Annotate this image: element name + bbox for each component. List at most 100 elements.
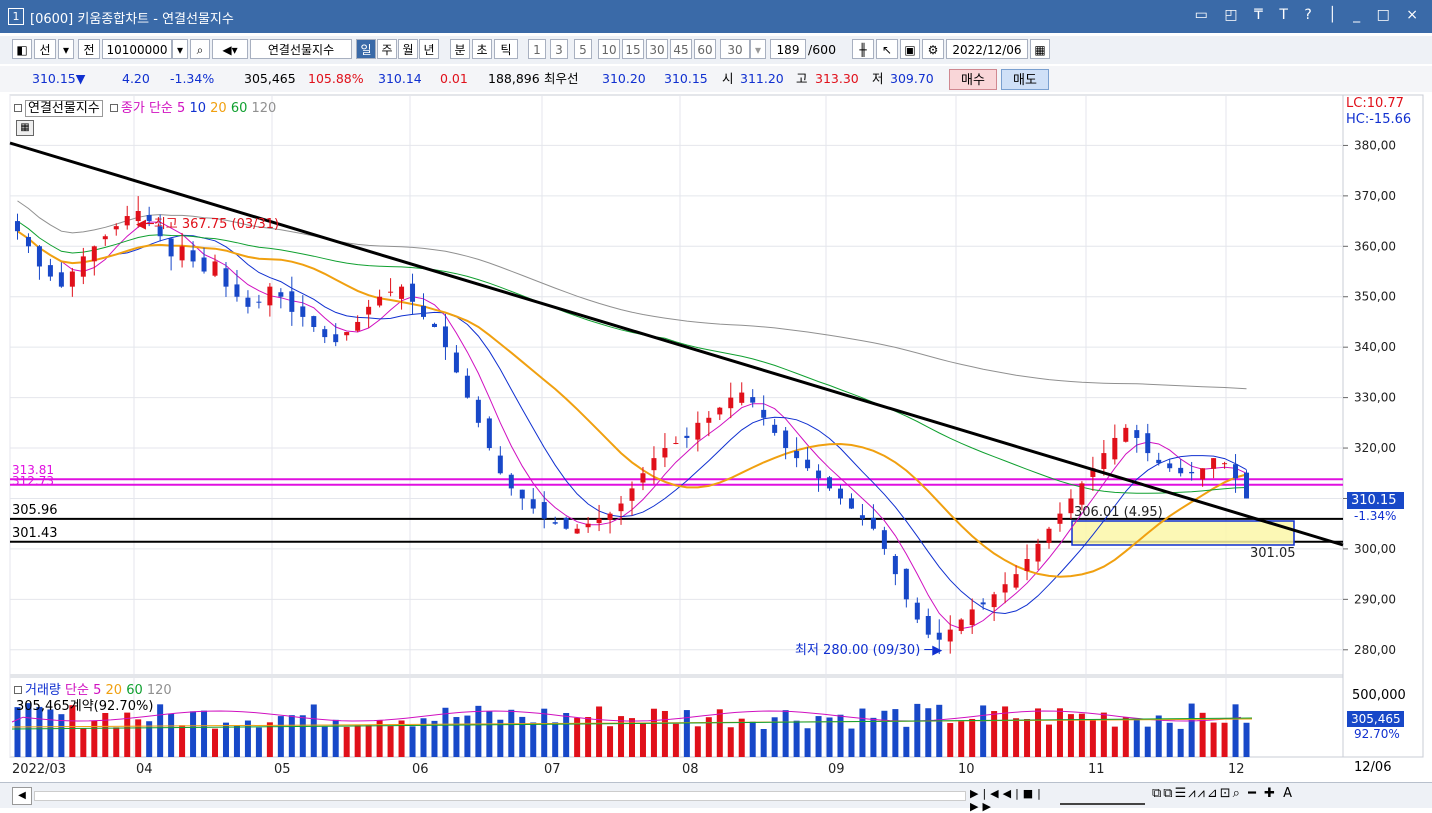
gear-icon[interactable]: ⚙	[922, 39, 944, 59]
count-max: /600	[808, 42, 837, 57]
scroll-left-icon[interactable]: ◀	[12, 787, 32, 805]
layout-icon[interactable]: ◧	[12, 39, 32, 59]
legend-ma-toggle-icon[interactable]	[109, 104, 118, 112]
period-month[interactable]: 월	[398, 39, 418, 59]
interval-10[interactable]: 10	[598, 39, 620, 59]
y-tick-label: 360,00	[1354, 239, 1396, 253]
chart-tools-icons[interactable]: ⧉⧉☰⩘⩘⊿⊡⌕ ━ ✚ A	[1152, 786, 1294, 801]
volume-toggle-icon[interactable]	[14, 686, 22, 694]
volume-bar	[716, 709, 723, 757]
candle-body	[739, 392, 745, 403]
speaker-icon[interactable]: ◀▾	[212, 39, 248, 59]
low-label: 저	[872, 71, 884, 86]
candle-body	[14, 221, 20, 232]
volume-bar	[343, 726, 350, 757]
interval-15[interactable]: 15	[622, 39, 644, 59]
grid-toggle-icon[interactable]: ▦	[16, 120, 34, 136]
date-input[interactable]: 2022/12/06	[946, 39, 1028, 59]
volume-ma60-line	[11, 717, 1253, 730]
candle-body	[25, 236, 31, 247]
zoom-slider[interactable]	[1060, 787, 1145, 805]
best-ask: 310.15	[664, 71, 708, 86]
interval-dropdown-icon[interactable]: ▾	[750, 39, 766, 59]
y-tick-label: 290,00	[1354, 592, 1396, 606]
best-bid: 310.20	[602, 71, 646, 86]
candle-body	[212, 261, 218, 276]
volume-bar	[376, 720, 383, 757]
period-week[interactable]: 주	[377, 39, 397, 59]
price-change-pct: -1.34%	[170, 71, 215, 86]
candle-type-icon[interactable]: ╫	[852, 39, 874, 59]
search-icon[interactable]: ⌕	[190, 39, 210, 59]
candle-body	[640, 473, 646, 483]
buy-button[interactable]: 매수	[949, 69, 997, 90]
volume-ma5-line	[11, 710, 1242, 723]
interval-3[interactable]: 3	[550, 39, 568, 59]
period-tick[interactable]: 틱	[494, 39, 518, 59]
price-legend: 연결선물지수 종가 단순 5 10 20 60 120	[14, 97, 276, 117]
current-pct-tag: -1.34%	[1354, 509, 1397, 523]
candle-body	[991, 594, 997, 608]
interval-60[interactable]: 60	[694, 39, 716, 59]
window-index[interactable]: 1	[8, 8, 24, 25]
candle-body	[585, 523, 591, 528]
candle-body	[421, 305, 427, 317]
legend-instrument[interactable]: 연결선물지수	[25, 100, 103, 117]
crosshair-icon[interactable]: ↖	[876, 39, 898, 59]
candle-body	[475, 399, 481, 423]
legend-toggle-icon[interactable]	[14, 104, 22, 112]
volume-bar	[629, 718, 635, 757]
x-tick-label: 11	[1088, 762, 1105, 777]
volume-bar	[508, 709, 515, 757]
interval-1[interactable]: 1	[528, 39, 546, 59]
volume-bar	[486, 711, 493, 757]
interval-45[interactable]: 45	[670, 39, 692, 59]
open-interest: 188,896	[488, 71, 540, 86]
code-input[interactable]: 10100000	[102, 39, 172, 59]
candle-body	[947, 629, 953, 642]
interval-5[interactable]: 5	[574, 39, 592, 59]
candle-body	[355, 321, 361, 331]
save-icon[interactable]: ▣	[900, 39, 920, 59]
calendar-icon[interactable]: ▦	[1030, 39, 1050, 59]
candle-body	[530, 499, 536, 509]
consolidation-box[interactable]	[1071, 520, 1295, 546]
interval-input[interactable]: 30	[720, 39, 750, 59]
volume-bar	[135, 719, 142, 757]
chevron-down-icon[interactable]: ▾	[58, 39, 74, 59]
candle-body	[1156, 459, 1162, 464]
volume-bar	[398, 720, 405, 757]
volume-bar	[464, 715, 471, 757]
legend-ma5: 5	[177, 101, 186, 116]
period-year[interactable]: 년	[419, 39, 439, 59]
code-dropdown-icon[interactable]: ▾	[172, 39, 188, 59]
horizontal-scrollbar[interactable]	[34, 791, 966, 801]
x-tick-label: 09	[828, 762, 845, 777]
volume-pct: 105.88%	[308, 71, 364, 86]
volume-bar	[409, 726, 416, 757]
x-tick-label: 08	[682, 762, 699, 777]
count-input[interactable]: 189	[770, 39, 806, 59]
y-tick-label: 280,00	[1354, 643, 1396, 657]
period-second[interactable]: 초	[472, 39, 492, 59]
volume-ma20: 20	[105, 683, 123, 698]
sell-button[interactable]: 매도	[1001, 69, 1049, 90]
volume-bar	[980, 705, 987, 757]
interval-30[interactable]: 30	[646, 39, 668, 59]
prev-button[interactable]: 전	[78, 39, 100, 59]
high-price: 313.30	[815, 71, 859, 86]
trend-line[interactable]	[9, 141, 1344, 547]
volume-bar	[201, 710, 208, 757]
period-day[interactable]: 일	[356, 39, 376, 59]
candle-body	[1013, 574, 1019, 588]
window-controls[interactable]: ▭ ◰ ₸ T ? │ _ □ ×	[1194, 7, 1424, 23]
market-select[interactable]: 선	[34, 39, 56, 59]
candle-body	[837, 488, 843, 499]
candle-body	[1079, 483, 1085, 505]
volume-bar	[354, 725, 361, 757]
period-minute[interactable]: 분	[450, 39, 470, 59]
playback-controls[interactable]: ▶|◀◀|■|▶▶	[970, 787, 1045, 813]
volume: 305,465	[244, 71, 296, 86]
x-tick-label: 10	[958, 762, 975, 777]
